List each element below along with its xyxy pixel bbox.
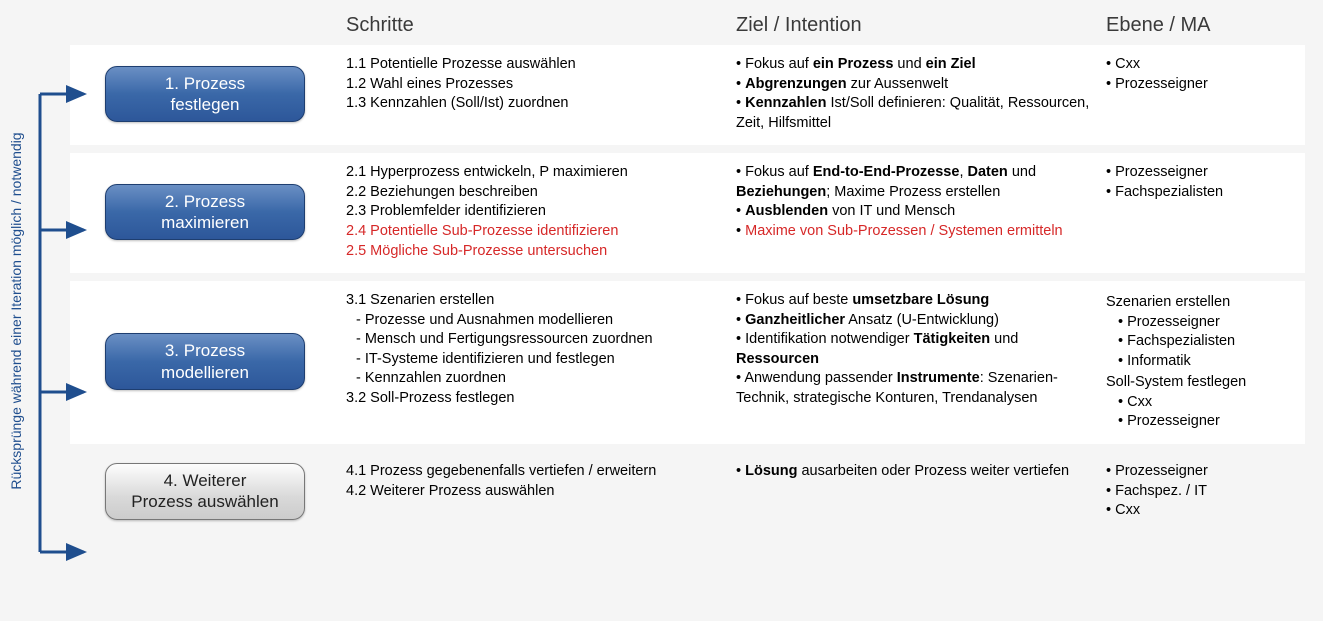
ebene-item: Fachspez. / IT: [1106, 482, 1290, 502]
stage-box-cell: 3. Prozessmodellieren: [70, 291, 340, 432]
schritte-line: - Prozesse und Ausnahmen modellieren: [346, 311, 720, 331]
stage-1: 1. Prozessfestlegen: [105, 66, 305, 123]
ziel-list: Fokus auf End-to-End-Prozesse, Daten und…: [736, 163, 1090, 241]
side-label: Rücksprünge während einer Iteration mögl…: [8, 132, 24, 489]
ziel-col: Fokus auf beste umsetzbare LösungGanzhei…: [730, 291, 1100, 432]
stage-box-cell: 2. Prozessmaximieren: [70, 163, 340, 261]
schritte-line: 4.1 Prozess gegebenenfalls vertiefen / e…: [346, 462, 720, 482]
ebene-item: Cxx: [1106, 501, 1290, 521]
stage-title-line: 1. Prozess: [165, 73, 245, 94]
ebene-item: Prozesseigner: [1106, 75, 1290, 95]
schritte-line: 2.1 Hyperprozess entwickeln, P maximiere…: [346, 163, 720, 183]
column-headers: Schritte Ziel / Intention Ebene / MA: [70, 14, 1305, 37]
schritte-line: 2.5 Mögliche Sub-Prozesse untersuchen: [346, 242, 720, 262]
ebene-list: ProzesseignerFachspezialisten: [1106, 163, 1290, 202]
schritte-line: - IT-Systeme identifizieren und festlege…: [346, 350, 720, 370]
ziel-item: Fokus auf beste umsetzbare Lösung: [736, 291, 1090, 311]
ziel-item: Kennzahlen Ist/Soll definieren: Qualität…: [736, 94, 1090, 133]
ebene-item: Prozesseigner: [1118, 412, 1290, 432]
ziel-item: Ausblenden von IT und Mensch: [736, 202, 1090, 222]
process-diagram: Rücksprünge während einer Iteration mögl…: [0, 0, 1323, 621]
schritte-line: 3.1 Szenarien erstellen: [346, 291, 720, 311]
schritte-col: 1.1 Potentielle Prozesse auswählen1.2 Wa…: [340, 55, 730, 133]
stage-title-line: 3. Prozess: [165, 340, 245, 361]
ebene-item: Fachspezialisten: [1106, 183, 1290, 203]
schritte-line: 1.1 Potentielle Prozesse auswählen: [346, 55, 720, 75]
stage-rows: 1. Prozessfestlegen 1.1 Potentielle Proze…: [70, 45, 1305, 533]
ebene-item: Cxx: [1106, 55, 1290, 75]
ziel-list: Fokus auf beste umsetzbare LösungGanzhei…: [736, 291, 1090, 408]
schritte-col: 2.1 Hyperprozess entwickeln, P maximiere…: [340, 163, 730, 261]
stage-row: 1. Prozessfestlegen 1.1 Potentielle Proze…: [70, 45, 1305, 145]
stage-title-line: 4. Weiterer: [164, 470, 247, 491]
schritte-col: 3.1 Szenarien erstellen- Prozesse und Au…: [340, 291, 730, 432]
ebene-list: ProzesseignerFachspez. / ITCxx: [1106, 462, 1290, 521]
ebene-col: Szenarien erstellenProzesseignerFachspez…: [1100, 291, 1300, 432]
schritte-line: - Kennzahlen zuordnen: [346, 369, 720, 389]
ebene-item: Prozesseigner: [1106, 163, 1290, 183]
stage-row: 2. Prozessmaximieren 2.1 Hyperprozess ent…: [70, 153, 1305, 273]
ziel-col: Lösung ausarbeiten oder Prozess weiter v…: [730, 462, 1100, 521]
stage-title-line: modellieren: [161, 362, 249, 383]
ebene-item: Prozesseigner: [1106, 462, 1290, 482]
header-ziel: Ziel / Intention: [730, 14, 1100, 37]
ziel-item: Ganzheitlicher Ansatz (U-Entwicklung): [736, 311, 1090, 331]
header-spacer: [70, 14, 340, 37]
stage-title-line: 2. Prozess: [165, 191, 245, 212]
ebene-item: Cxx: [1118, 393, 1290, 413]
ziel-col: Fokus auf ein Prozess und ein ZielAbgren…: [730, 55, 1100, 133]
header-ebene: Ebene / MA: [1100, 14, 1300, 37]
ebene-list: ProzesseignerFachspezialistenInformatik: [1106, 313, 1290, 372]
ziel-item: Maxime von Sub-Prozessen / Systemen ermi…: [736, 222, 1090, 242]
ebene-group-label: Szenarien erstellen: [1106, 293, 1290, 313]
ziel-item: Abgrenzungen zur Aussenwelt: [736, 75, 1090, 95]
schritte-line: 1.3 Kennzahlen (Soll/Ist) zuordnen: [346, 94, 720, 114]
ebene-col: CxxProzesseigner: [1100, 55, 1300, 133]
header-schritte: Schritte: [340, 14, 730, 37]
schritte-col: 4.1 Prozess gegebenenfalls vertiefen / e…: [340, 462, 730, 521]
stage-3: 3. Prozessmodellieren: [105, 333, 305, 390]
stage-box-cell: 4. WeitererProzess auswählen: [70, 462, 340, 521]
stage-title-line: maximieren: [161, 212, 249, 233]
schritte-line: 2.4 Potentielle Sub-Prozesse identifizie…: [346, 222, 720, 242]
ebene-col: ProzesseignerFachspez. / ITCxx: [1100, 462, 1300, 521]
ebene-item: Informatik: [1118, 352, 1290, 372]
schritte-line: 4.2 Weiterer Prozess auswählen: [346, 482, 720, 502]
ziel-item: Fokus auf ein Prozess und ein Ziel: [736, 55, 1090, 75]
ebene-list: CxxProzesseigner: [1106, 393, 1290, 432]
ziel-item: Lösung ausarbeiten oder Prozess weiter v…: [736, 462, 1090, 482]
stage-title-line: festlegen: [171, 94, 240, 115]
stage-title-line: Prozess auswählen: [131, 491, 278, 512]
ziel-item: Fokus auf End-to-End-Prozesse, Daten und…: [736, 163, 1090, 202]
stage-2: 2. Prozessmaximieren: [105, 184, 305, 241]
ziel-item: Anwendung passender Instrumente: Szenari…: [736, 369, 1090, 408]
schritte-line: 3.2 Soll-Prozess festlegen: [346, 389, 720, 409]
schritte-line: 1.2 Wahl eines Prozesses: [346, 75, 720, 95]
ziel-list: Fokus auf ein Prozess und ein ZielAbgren…: [736, 55, 1090, 133]
stage-box-cell: 1. Prozessfestlegen: [70, 55, 340, 133]
schritte-line: 2.2 Beziehungen beschreiben: [346, 183, 720, 203]
stage-row: 3. Prozessmodellieren 3.1 Szenarien erste…: [70, 281, 1305, 444]
schritte-line: 2.3 Problemfelder identifizieren: [346, 202, 720, 222]
ebene-list: CxxProzesseigner: [1106, 55, 1290, 94]
ebene-group-label: Soll-System festlegen: [1106, 373, 1290, 393]
schritte-line: - Mensch und Fertigungsressourcen zuordn…: [346, 330, 720, 350]
ebene-col: ProzesseignerFachspezialisten: [1100, 163, 1300, 261]
ziel-list: Lösung ausarbeiten oder Prozess weiter v…: [736, 462, 1090, 482]
ebene-item: Fachspezialisten: [1118, 332, 1290, 352]
stage-row: 4. WeitererProzess auswählen 4.1 Prozess …: [70, 452, 1305, 533]
stage-4: 4. WeitererProzess auswählen: [105, 463, 305, 520]
ziel-col: Fokus auf End-to-End-Prozesse, Daten und…: [730, 163, 1100, 261]
ebene-item: Prozesseigner: [1118, 313, 1290, 333]
ziel-item: Identifikation notwendiger Tätigkeiten u…: [736, 330, 1090, 369]
